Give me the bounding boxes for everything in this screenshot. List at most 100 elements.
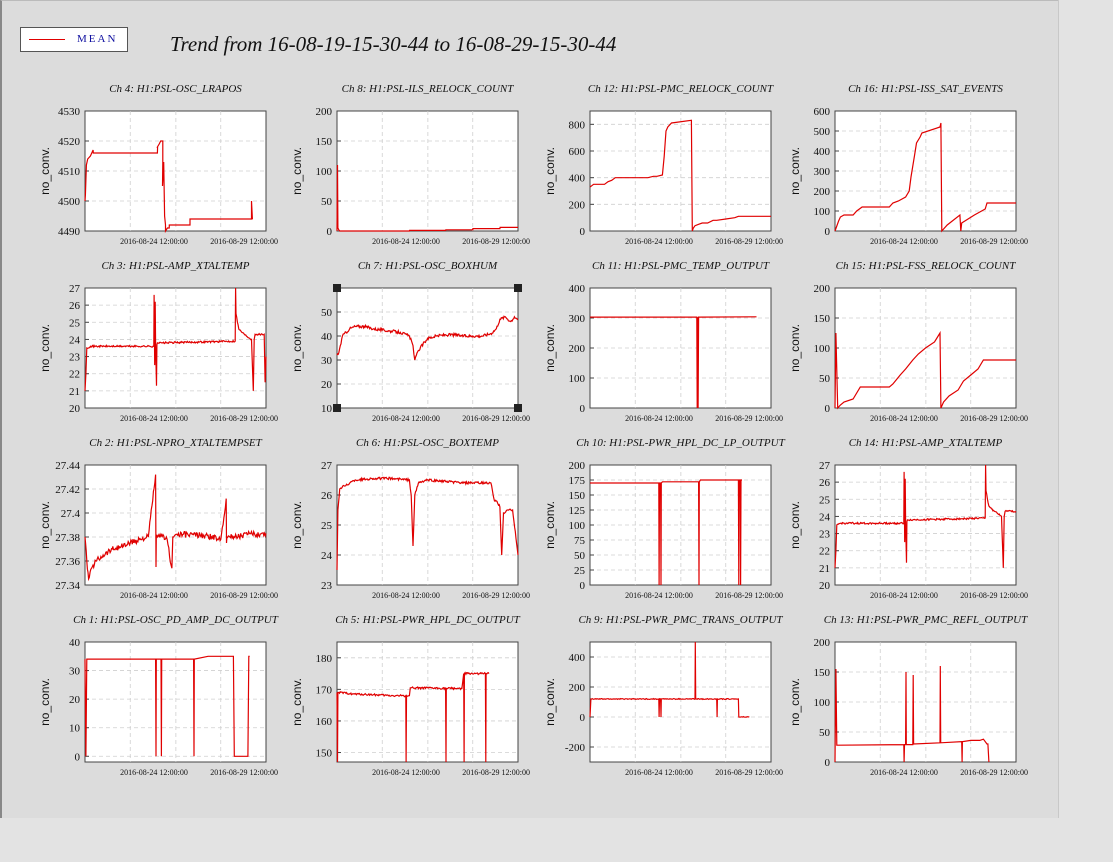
series-line-mean bbox=[84, 287, 267, 391]
chart-14: 150 160 170 180 2016-08-24 12:00:00 2016-08-2… bbox=[290, 614, 530, 777]
chart-1: 4490 4500 4510 4520 4530 2016-08-24 12:00:00 2… bbox=[38, 83, 278, 246]
x-tick-label: 2016-08-29 12:00:00 bbox=[715, 768, 783, 777]
y-tick-label: 27.38 bbox=[55, 532, 80, 544]
x-tick-label: 2016-08-24 12:00:00 bbox=[870, 768, 938, 777]
y-tick-label: 20 bbox=[321, 379, 333, 391]
y-tick-label: 800 bbox=[569, 119, 586, 131]
y-tick-label: 27.4 bbox=[61, 508, 81, 520]
y-tick-label: 26 bbox=[819, 477, 831, 489]
series-line-mean bbox=[834, 122, 1016, 233]
x-tick-label: 2016-08-24 12:00:00 bbox=[625, 591, 693, 600]
y-axis-label: no_conv. bbox=[788, 324, 802, 372]
y-tick-label: 0 bbox=[580, 226, 586, 238]
legend: MEAN bbox=[20, 27, 128, 52]
selection-handle bbox=[333, 404, 341, 412]
y-tick-label: 200 bbox=[814, 637, 831, 649]
y-tick-label: 20 bbox=[819, 580, 831, 592]
x-tick-label: 2016-08-29 12:00:00 bbox=[715, 591, 783, 600]
y-tick-label: 300 bbox=[569, 313, 586, 325]
chart-11: 0 25 50 75 100 125 150 175 200 2016-08-24 12:00:0… bbox=[543, 437, 786, 600]
x-tick-label: 2016-08-29 12:00:00 bbox=[960, 591, 1028, 600]
y-tick-label: 24 bbox=[819, 511, 831, 523]
series-line-mean bbox=[834, 330, 1016, 410]
x-tick-label: 2016-08-29 12:00:00 bbox=[462, 414, 530, 423]
series-line-mean bbox=[84, 655, 250, 757]
y-tick-label: 4500 bbox=[58, 196, 81, 208]
chart-title: Ch 12: H1:PSL-PMC_RELOCK_COUNT bbox=[588, 83, 774, 95]
legend-swatch bbox=[29, 39, 65, 40]
y-tick-label: 150 bbox=[569, 490, 586, 502]
y-tick-label: 4490 bbox=[58, 226, 81, 238]
selection-handle bbox=[514, 404, 522, 412]
y-tick-label: 20 bbox=[69, 403, 81, 415]
y-tick-label: 27 bbox=[819, 460, 831, 472]
chart-7: 0 100 200 300 400 2016-08-24 12:00:00 2016-08-… bbox=[543, 260, 783, 423]
chart-15: -200 0 200 400 2016-08-24 12:00:00 2016-08-29… bbox=[543, 614, 783, 777]
x-tick-label: 2016-08-29 12:00:00 bbox=[210, 237, 278, 246]
y-axis-label: no_conv. bbox=[543, 147, 557, 195]
y-tick-label: 27 bbox=[69, 283, 81, 295]
y-tick-label: 100 bbox=[814, 206, 831, 218]
y-tick-label: 175 bbox=[569, 475, 586, 487]
series-line-mean bbox=[336, 164, 518, 232]
y-axis-label: no_conv. bbox=[38, 501, 52, 549]
y-tick-label: 600 bbox=[569, 146, 586, 158]
x-tick-label: 2016-08-24 12:00:00 bbox=[120, 237, 188, 246]
y-tick-label: 30 bbox=[321, 355, 333, 367]
series-line-mean bbox=[589, 641, 750, 718]
y-tick-label: 200 bbox=[569, 343, 586, 355]
chart-title: Ch 9: H1:PSL-PWR_PMC_TRANS_OUTPUT bbox=[578, 614, 783, 626]
y-axis-label: no_conv. bbox=[38, 147, 52, 195]
chart-10: 23 24 25 26 27 2016-08-24 12:00:00 2016-08-29 … bbox=[290, 437, 530, 600]
y-tick-label: 200 bbox=[569, 460, 586, 472]
x-tick-label: 2016-08-29 12:00:00 bbox=[715, 414, 783, 423]
y-tick-label: 27.36 bbox=[55, 556, 80, 568]
y-tick-label: 21 bbox=[819, 563, 830, 575]
chart-title: Ch 10: H1:PSL-PWR_HPL_DC_LP_OUTPUT bbox=[576, 437, 785, 449]
x-tick-label: 2016-08-24 12:00:00 bbox=[870, 237, 938, 246]
chart-13: 0 10 20 30 40 2016-08-24 12:00:00 2016-08-29 1… bbox=[38, 614, 279, 777]
chart-title: Ch 5: H1:PSL-PWR_HPL_DC_OUTPUT bbox=[335, 614, 520, 626]
chart-2: 0 50 100 150 200 2016-08-24 12:00:00 2016-08-2… bbox=[290, 83, 530, 246]
chart-title: Ch 14: H1:PSL-AMP_XTALTEMP bbox=[849, 437, 1003, 449]
y-axis-label: no_conv. bbox=[788, 678, 802, 726]
y-tick-label: 25 bbox=[69, 317, 81, 329]
y-axis-label: no_conv. bbox=[290, 324, 304, 372]
x-tick-label: 2016-08-24 12:00:00 bbox=[870, 414, 938, 423]
chart-title: Ch 8: H1:PSL-ILS_RELOCK_COUNT bbox=[342, 83, 515, 95]
series-line-mean bbox=[589, 119, 771, 232]
y-tick-label: 400 bbox=[814, 146, 831, 158]
y-tick-label: 23 bbox=[69, 352, 81, 364]
y-axis-label: no_conv. bbox=[543, 678, 557, 726]
y-tick-label: 150 bbox=[814, 313, 831, 325]
y-tick-label: 170 bbox=[316, 684, 333, 696]
x-tick-label: 2016-08-29 12:00:00 bbox=[462, 237, 530, 246]
y-tick-label: 125 bbox=[569, 505, 586, 517]
y-tick-label: 20 bbox=[69, 694, 81, 706]
y-tick-label: 27 bbox=[321, 460, 333, 472]
selection-handle bbox=[514, 284, 522, 292]
y-tick-label: 50 bbox=[321, 196, 333, 208]
chart-8: 0 50 100 150 200 2016-08-24 12:00:00 2016-08-2… bbox=[788, 260, 1028, 423]
x-tick-label: 2016-08-29 12:00:00 bbox=[210, 591, 278, 600]
y-axis-label: no_conv. bbox=[38, 324, 52, 372]
selection-handle bbox=[333, 284, 341, 292]
x-tick-label: 2016-08-24 12:00:00 bbox=[372, 768, 440, 777]
y-tick-label: 100 bbox=[316, 166, 333, 178]
y-tick-label: 150 bbox=[814, 667, 831, 679]
y-tick-label: 4510 bbox=[58, 166, 81, 178]
y-axis-label: no_conv. bbox=[543, 501, 557, 549]
y-tick-label: 25 bbox=[819, 494, 831, 506]
y-tick-label: 25 bbox=[574, 565, 586, 577]
y-tick-label: 0 bbox=[825, 403, 831, 415]
series-line-mean bbox=[834, 464, 1017, 568]
x-tick-label: 2016-08-29 12:00:00 bbox=[462, 768, 530, 777]
chart-5: 20 21 22 23 24 25 26 27 2016-08-24 12:00:00 2016-… bbox=[38, 260, 278, 423]
y-tick-label: 100 bbox=[814, 343, 831, 355]
y-axis-label: no_conv. bbox=[788, 147, 802, 195]
y-tick-label: 200 bbox=[814, 283, 831, 295]
series-line-mean bbox=[336, 671, 490, 763]
y-tick-label: 0 bbox=[825, 226, 831, 238]
page-title: Trend from 16-08-19-15-30-44 to 16-08-29… bbox=[170, 32, 617, 56]
